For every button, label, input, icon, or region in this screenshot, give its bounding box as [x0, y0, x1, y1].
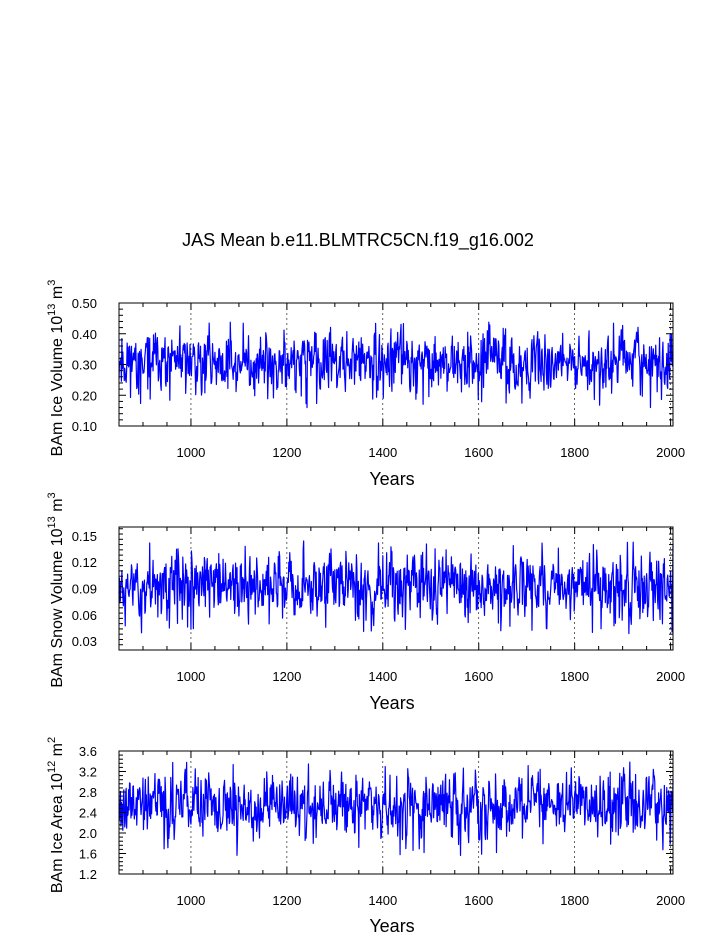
plot-frame-snow-volume — [118, 526, 674, 651]
x-tick-label-1600: 1600 — [464, 669, 493, 684]
y-tick-label-2.8: 2.8 — [79, 785, 97, 800]
series-line-ice-area — [118, 761, 674, 856]
x-tick-label-1000: 1000 — [176, 445, 205, 460]
x-tick-label-1200: 1200 — [272, 445, 301, 460]
y-tick-label-3.2: 3.2 — [79, 765, 97, 780]
panel-ice-area: BAm Ice Area 1012 m2 Years 1000 1200 1400 1… — [46, 737, 685, 935]
y-tick-label-0.10: 0.10 — [72, 419, 97, 434]
chart-title: JAS Mean b.e11.BLMTRC5CN.f19_g16.002 — [182, 230, 534, 251]
y-tick-label-0.40: 0.40 — [72, 327, 97, 342]
x-tick-label-1800: 1800 — [560, 445, 589, 460]
x-axis-label-ice-volume: Years — [369, 469, 414, 489]
y-tick-label-0.20: 0.20 — [72, 388, 97, 403]
x-tick-label-1000: 1000 — [176, 669, 205, 684]
y-tick-label-0.50: 0.50 — [72, 296, 97, 311]
y-tick-label-2.4: 2.4 — [79, 806, 97, 821]
y-tick-label-1.2: 1.2 — [79, 867, 97, 882]
x-tick-label-1600: 1600 — [464, 893, 493, 908]
y-axis-label-ice-area: BAm Ice Area 1012 m2 — [46, 737, 66, 893]
x-axis-label-snow-volume: Years — [369, 693, 414, 713]
series-line-ice-volume — [118, 321, 674, 409]
y-tick-label-1.6: 1.6 — [79, 847, 97, 862]
series-line-snow-volume — [118, 540, 674, 635]
x-tick-label-1400: 1400 — [368, 669, 397, 684]
x-tick-label-1000: 1000 — [176, 893, 205, 908]
y-tick-label-0.15: 0.15 — [72, 529, 97, 544]
x-tick-label-2000: 2000 — [656, 669, 685, 684]
x-tick-label-1400: 1400 — [368, 893, 397, 908]
panel-ice-volume: BAm Ice Volume 1013 m3 Years 1000 1200 140… — [46, 280, 685, 489]
x-tick-label-1600: 1600 — [464, 445, 493, 460]
y-tick-label-2.0: 2.0 — [79, 826, 97, 841]
x-tick-label-1200: 1200 — [272, 669, 301, 684]
x-axis-label-ice-area: Years — [369, 916, 414, 935]
x-tick-label-1200: 1200 — [272, 893, 301, 908]
x-tick-label-1800: 1800 — [560, 669, 589, 684]
x-tick-label-2000: 2000 — [656, 893, 685, 908]
y-tick-label-0.30: 0.30 — [72, 358, 97, 373]
y-axis-label-ice-volume: BAm Ice Volume 1013 m3 — [46, 280, 66, 457]
y-tick-label-3.6: 3.6 — [79, 744, 97, 759]
y-tick-label-0.12: 0.12 — [72, 555, 97, 570]
y-axis-label-snow-volume: BAm Snow Volume 1013 m3 — [46, 492, 66, 687]
x-tick-label-1800: 1800 — [560, 893, 589, 908]
panel-snow-volume: BAm Snow Volume 1013 m3 Years 1000 1200 14… — [46, 492, 685, 713]
x-tick-label-2000: 2000 — [656, 445, 685, 460]
y-tick-label-0.06: 0.06 — [72, 608, 97, 623]
y-tick-label-0.09: 0.09 — [72, 582, 97, 597]
x-tick-label-1400: 1400 — [368, 445, 397, 460]
y-tick-label-0.03: 0.03 — [72, 634, 97, 649]
